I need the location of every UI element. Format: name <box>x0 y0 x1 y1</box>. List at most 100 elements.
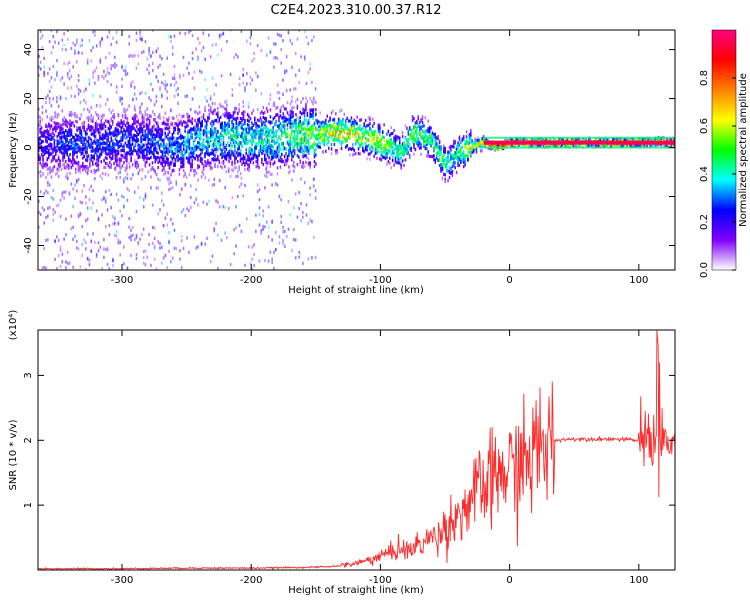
heatmap-cell <box>383 138 385 142</box>
heatmap-cell <box>191 97 194 101</box>
heatmap-cell <box>117 163 120 168</box>
heatmap-cell <box>53 156 56 160</box>
heatmap-cell <box>73 149 76 154</box>
heatmap-cell <box>411 140 414 144</box>
heatmap-cell <box>137 132 139 136</box>
heatmap-cell <box>113 62 116 66</box>
heatmap-cell <box>110 136 112 140</box>
heatmap-cell <box>249 127 252 131</box>
heatmap-cell <box>223 26 225 29</box>
heatmap-cell <box>316 133 319 137</box>
heatmap-cell <box>180 187 183 192</box>
heatmap-cell <box>397 154 400 158</box>
heatmap-cell <box>298 131 300 135</box>
heatmap-cell <box>171 121 174 125</box>
heatmap-cell <box>258 140 260 144</box>
heatmap-cell <box>310 129 313 134</box>
heatmap-cell <box>159 246 161 250</box>
heatmap-cell <box>310 126 313 130</box>
heatmap-cell <box>134 116 137 121</box>
heatmap-cell <box>356 130 358 134</box>
heatmap-cell <box>336 128 338 132</box>
heatmap-cell <box>50 30 53 33</box>
heatmap-cell <box>48 147 51 151</box>
heatmap-cell <box>279 114 282 118</box>
heatmap-cell <box>168 35 170 39</box>
heatmap-cell <box>209 128 212 132</box>
heatmap-cell <box>200 241 203 245</box>
heatmap-cell <box>335 137 337 142</box>
heatmap-cell <box>75 125 78 130</box>
heatmap-cell <box>282 104 284 108</box>
heatmap-cell <box>200 156 202 160</box>
heatmap-cell <box>171 152 174 156</box>
heatmap-cell <box>137 143 139 147</box>
heatmap-cell <box>47 143 50 147</box>
heatmap-cell <box>251 121 253 125</box>
heatmap-cell <box>229 111 232 116</box>
heatmap-cell <box>289 88 292 92</box>
heatmap-cell <box>151 203 154 207</box>
heatmap-cell <box>56 71 58 75</box>
heatmap-cell <box>300 112 303 116</box>
heatmap-cell <box>177 131 179 135</box>
heatmap-cell <box>312 123 314 128</box>
heatmap-cell <box>167 171 169 175</box>
heatmap-cell <box>38 144 40 148</box>
heatmap-cell <box>320 138 323 142</box>
heatmap-cell <box>141 148 143 152</box>
heatmap-cell <box>72 41 74 45</box>
heatmap-cell <box>322 150 324 154</box>
heatmap-cell <box>269 164 272 168</box>
heatmap-cell <box>235 244 237 248</box>
heatmap-cell <box>330 127 333 131</box>
heatmap-cell <box>370 132 373 136</box>
heatmap-cell <box>379 127 381 131</box>
heatmap-cell <box>208 116 211 120</box>
heatmap-cell <box>204 160 206 164</box>
heatmap-cell <box>133 237 136 241</box>
heatmap-cell <box>244 155 246 159</box>
heatmap-cell <box>315 113 317 117</box>
heatmap-cell <box>86 127 88 131</box>
heatmap-cell <box>90 206 93 210</box>
heatmap-cell <box>42 173 44 177</box>
heatmap-cell <box>211 101 214 106</box>
heatmap-cell <box>219 152 222 156</box>
heatmap-cell <box>66 37 69 41</box>
heatmap-cell <box>396 160 398 165</box>
heatmap-cell <box>173 73 176 77</box>
heatmap-cell <box>227 169 230 174</box>
heatmap-cell <box>339 109 341 113</box>
heatmap-cell <box>181 151 184 155</box>
heatmap-cell <box>88 82 91 86</box>
heatmap-cell <box>401 149 404 153</box>
heatmap-cell <box>396 148 398 152</box>
heatmap-cell <box>90 106 93 110</box>
heatmap-cell <box>396 151 398 155</box>
heatmap-cell <box>238 120 240 124</box>
heatmap-cell <box>342 128 344 132</box>
heatmap-cell <box>110 125 112 129</box>
heatmap-cell <box>349 134 351 139</box>
heatmap-cell <box>52 35 55 39</box>
heatmap-cell <box>242 128 245 132</box>
heatmap-cell <box>222 113 225 117</box>
heatmap-cell <box>170 136 172 140</box>
heatmap-cell <box>153 113 156 117</box>
heatmap-cell <box>231 162 233 167</box>
heatmap-cell <box>273 123 276 127</box>
heatmap-cell <box>271 136 273 140</box>
heatmap-cell <box>68 165 71 169</box>
heatmap-cell <box>228 122 230 126</box>
heatmap-cell <box>90 249 93 253</box>
heatmap-cell <box>141 137 144 142</box>
heatmap-cell <box>317 120 320 124</box>
heatmap-cell <box>192 128 195 132</box>
heatmap-cell <box>175 88 178 92</box>
heatmap-cell <box>269 120 272 124</box>
heatmap-cell <box>99 141 101 145</box>
heatmap-cell <box>99 245 102 249</box>
heatmap-cell <box>181 157 184 161</box>
heatmap-cell <box>302 165 304 170</box>
